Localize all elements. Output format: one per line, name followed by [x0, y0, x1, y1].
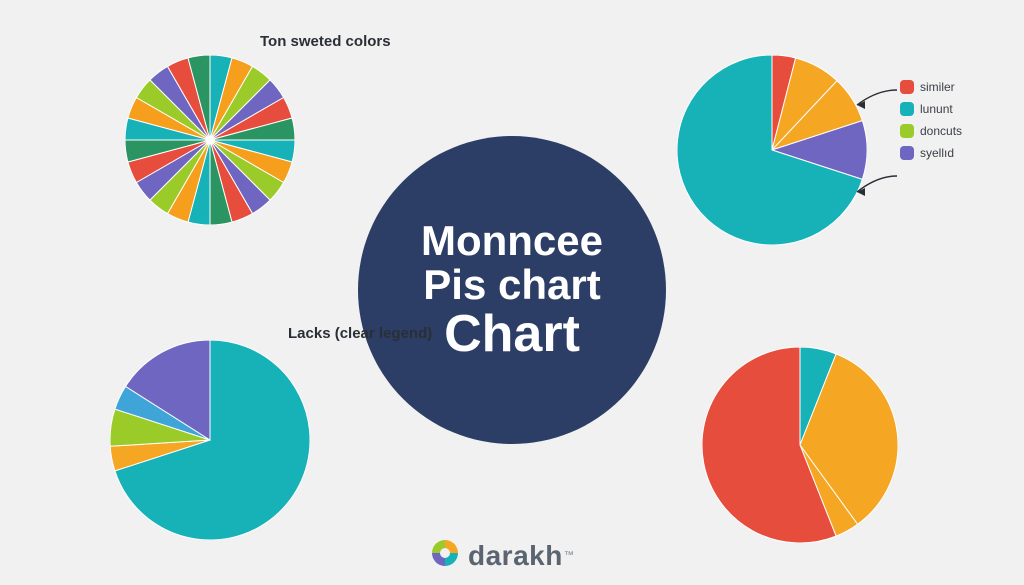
panel-tr-legend: similer lununt doncuts syellıd	[900, 80, 962, 168]
legend-label: doncuts	[920, 124, 962, 138]
legend-swatch	[900, 80, 914, 94]
brand-footer: darakh™	[430, 538, 574, 573]
legend-item: lununt	[900, 102, 962, 116]
panel-br-title: Lacks (clear legend)	[288, 325, 1024, 342]
brand-trademark: ™	[564, 550, 574, 561]
legend-item: doncuts	[900, 124, 962, 138]
legend-label: syellıd	[920, 146, 954, 160]
legend-swatch	[900, 146, 914, 160]
legend-item: similer	[900, 80, 962, 94]
panel-bl-pie	[110, 340, 310, 540]
panel-tl-pie	[125, 55, 295, 225]
brand-name: darakh	[468, 540, 563, 571]
center-hero-circle: Monncee Pis chart Chart	[358, 136, 666, 444]
panel-tr-title: Ton sweted colors	[260, 33, 1024, 50]
hero-line1: Monncee	[421, 219, 603, 263]
brand-swirl-icon	[430, 538, 460, 573]
hero-line2: Pis chart	[421, 263, 603, 307]
legend-swatch	[900, 124, 914, 138]
legend-item: syellıd	[900, 146, 962, 160]
panel-br-pie	[702, 347, 898, 543]
legend-swatch	[900, 102, 914, 116]
legend-label: lununt	[920, 102, 953, 116]
panel-tr-pie	[677, 55, 867, 245]
legend-label: similer	[920, 80, 955, 94]
